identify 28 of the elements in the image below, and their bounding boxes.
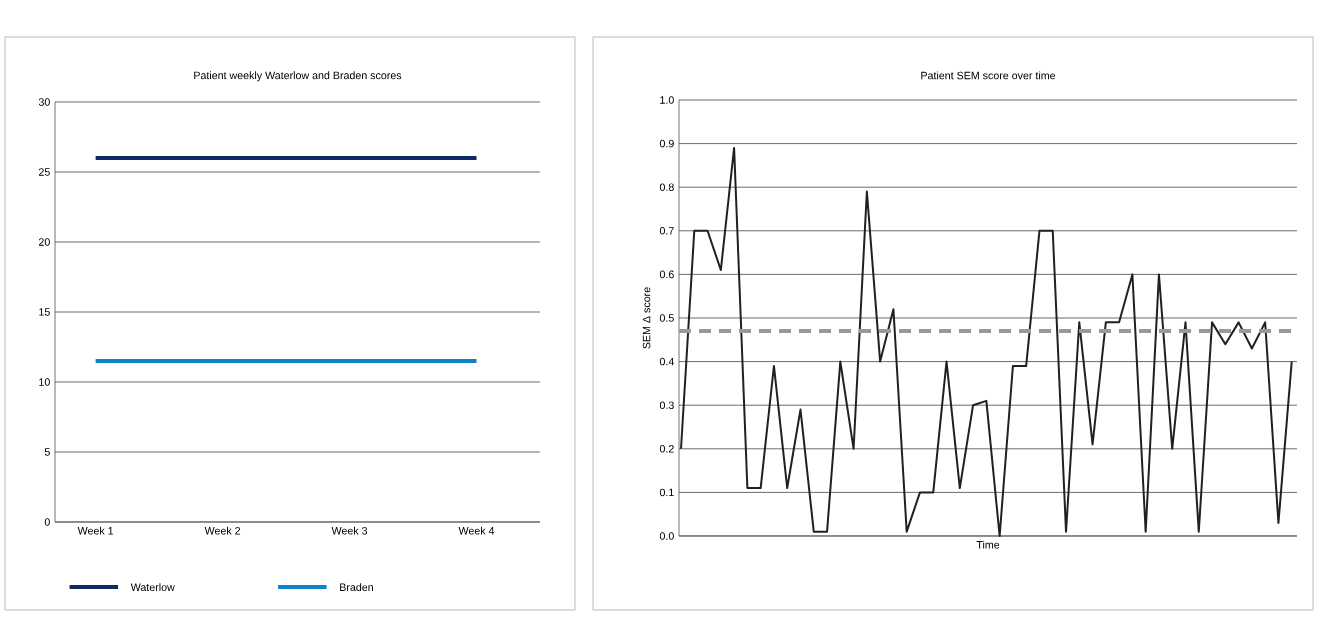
x-axis-title: Time	[976, 540, 1000, 549]
x-tick-label: Week 3	[331, 526, 368, 535]
x-tick-label: Week 1	[77, 526, 114, 535]
x-tick-label: Week 2	[204, 526, 241, 535]
y-tick-label: 20	[38, 238, 50, 246]
y-tick-label: 10	[39, 378, 50, 386]
y-tick-label: 15	[39, 308, 50, 316]
y-tick-label: 0.5	[659, 314, 674, 322]
y-axis-title: SEM Δ score	[642, 287, 651, 349]
y-tick-label: 0.0	[659, 532, 674, 540]
y-tick-label: 0.4	[659, 357, 674, 366]
legend-label: Braden	[340, 583, 373, 592]
legend-label: Waterlow	[130, 583, 175, 592]
y-tick-label: 1.0	[660, 96, 674, 104]
y-tick-label: 5	[44, 448, 50, 456]
y-tick-label: 25	[38, 168, 50, 176]
y-tick-label: 0.2	[659, 445, 674, 453]
chart-title: Patient SEM score over time	[921, 71, 1056, 80]
y-tick-label: 0.6	[659, 270, 674, 279]
y-tick-label: 0.7	[659, 227, 674, 235]
x-tick-label: Week 4	[458, 526, 495, 535]
y-tick-label: 30	[38, 98, 50, 106]
y-tick-label: 0.9	[659, 139, 674, 148]
y-tick-label: 0	[44, 518, 50, 526]
y-tick-label: 0.8	[659, 183, 674, 191]
y-tick-label: 0.1	[659, 488, 674, 497]
y-tick-label: 0.3	[659, 401, 674, 409]
chart-title: Patient weekly Waterlow and Braden scores	[194, 71, 402, 82]
